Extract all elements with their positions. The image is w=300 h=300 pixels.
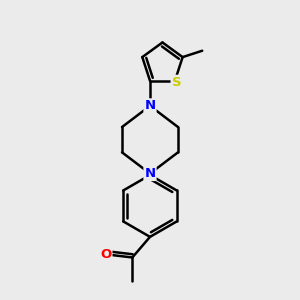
Text: S: S	[172, 76, 181, 89]
Text: N: N	[144, 167, 156, 180]
Text: N: N	[144, 99, 156, 112]
Text: O: O	[100, 248, 112, 261]
